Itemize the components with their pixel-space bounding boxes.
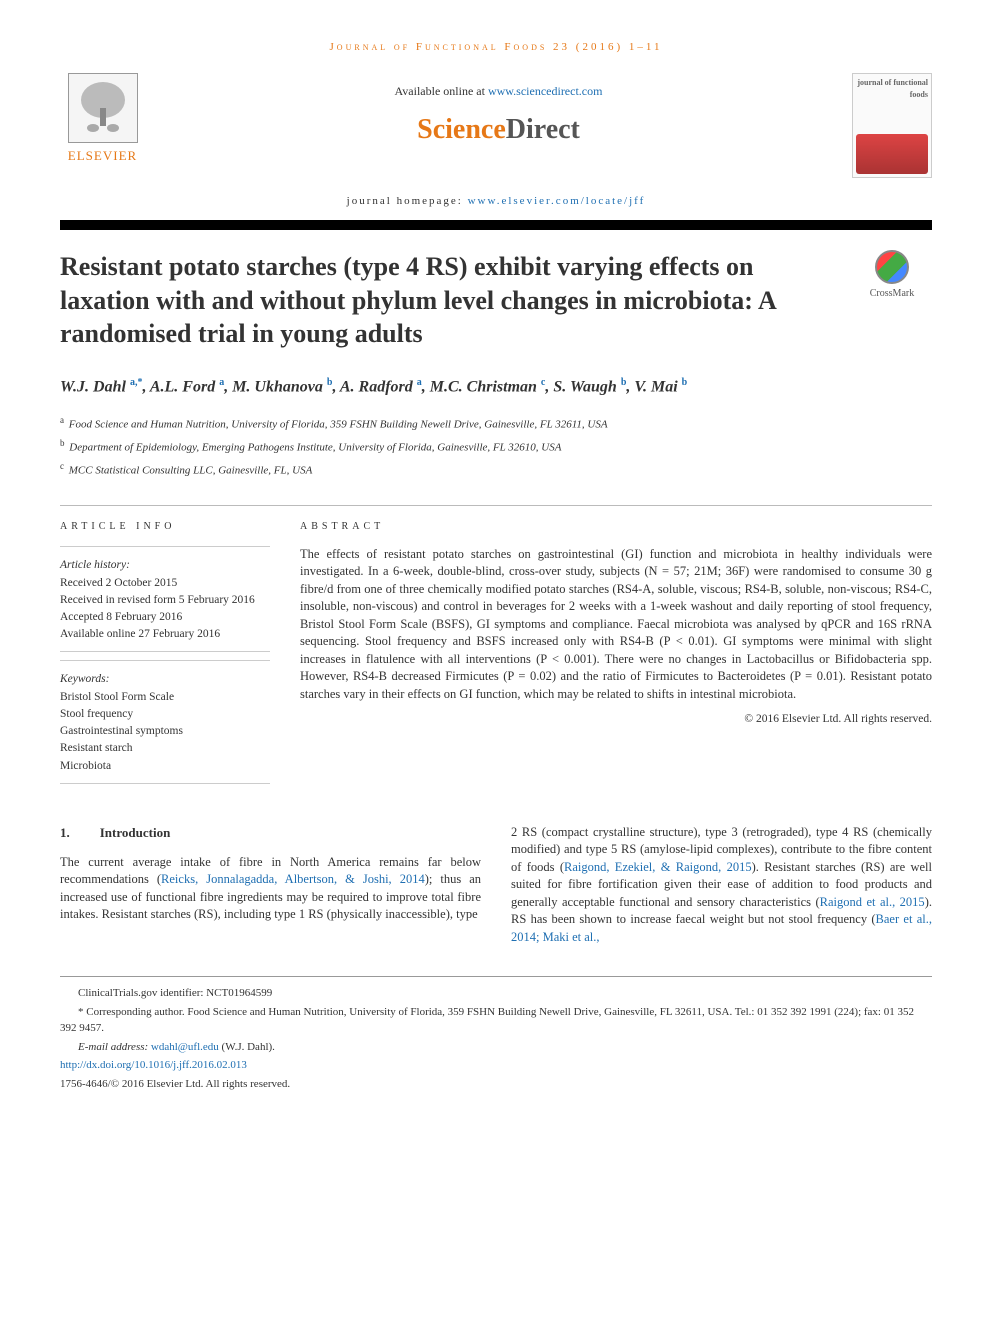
history-list: Received 2 October 2015Received in revis… [60, 575, 270, 642]
citation-link[interactable]: Raigond et al., 2015 [820, 895, 925, 909]
body-paragraph: The current average intake of fibre in N… [60, 854, 481, 924]
keywords-list: Bristol Stool Form ScaleStool frequencyG… [60, 689, 270, 773]
citation-link[interactable]: Reicks, Jonnalagadda, Albertson, & Joshi… [161, 872, 425, 886]
elsevier-logo: ELSEVIER [60, 73, 145, 168]
footnotes-block: ClinicalTrials.gov identifier: NCT019645… [60, 976, 932, 1092]
history-item: Accepted 8 February 2016 [60, 609, 270, 625]
homepage-prefix: journal homepage: [347, 195, 468, 207]
available-prefix: Available online at [395, 84, 488, 98]
email-link[interactable]: wdahl@ufl.edu [151, 1041, 219, 1053]
article-info-heading: ARTICLE INFO [60, 520, 270, 534]
brand-orange: Science [417, 114, 506, 145]
citation-link[interactable]: Raigond, Ezekiel, & Raigond, 2015 [564, 860, 752, 874]
journal-cover-thumbnail: journal of functional foods [852, 73, 932, 178]
running-header: Journal of Functional Foods 23 (2016) 1–… [60, 40, 932, 55]
issn-copyright: 1756-4646/© 2016 Elsevier Ltd. All right… [60, 1076, 932, 1093]
affiliations-block: a Food Science and Human Nutrition, Univ… [60, 414, 760, 479]
elsevier-tree-icon [68, 73, 138, 143]
abstract-panel: ABSTRACT The effects of resistant potato… [300, 520, 932, 784]
available-online-text: Available online at www.sciencedirect.co… [145, 83, 852, 100]
email-line: E-mail address: wdahl@ufl.edu (W.J. Dahl… [60, 1039, 932, 1056]
sciencedirect-logo: ScienceDirect [145, 110, 852, 149]
article-info-panel: ARTICLE INFO Article history: Received 2… [60, 520, 270, 784]
affiliation: b Department of Epidemiology, Emerging P… [60, 437, 760, 456]
corr-label: * Corresponding author. [78, 1006, 185, 1018]
keyword-item: Microbiota [60, 758, 270, 774]
crossmark-label: CrossMark [870, 288, 914, 299]
crossmark-icon [875, 250, 909, 284]
author-list: W.J. Dahl a,*, A.L. Ford a, M. Ukhanova … [60, 375, 932, 399]
sciencedirect-link[interactable]: www.sciencedirect.com [488, 84, 603, 98]
journal-homepage-line: journal homepage: www.elsevier.com/locat… [60, 194, 932, 209]
body-columns: 1. Introduction The current average intak… [60, 824, 932, 947]
body-col-left: 1. Introduction The current average intak… [60, 824, 481, 947]
section-heading: 1. Introduction [60, 824, 481, 842]
history-label: Article history: [60, 557, 270, 573]
abstract-copyright: © 2016 Elsevier Ltd. All rights reserved… [300, 711, 932, 727]
keyword-item: Stool frequency [60, 706, 270, 722]
corresponding-author: * Corresponding author. Food Science and… [60, 1004, 932, 1037]
email-label: E-mail address: [78, 1041, 151, 1053]
abstract-heading: ABSTRACT [300, 520, 932, 534]
abstract-text: The effects of resistant potato starches… [300, 546, 932, 704]
elsevier-wordmark: ELSEVIER [68, 147, 137, 165]
keyword-item: Resistant starch [60, 740, 270, 756]
separator-bar [60, 220, 932, 230]
cover-image-icon [856, 134, 928, 174]
history-item: Available online 27 February 2016 [60, 626, 270, 642]
section-title: Introduction [100, 825, 171, 840]
keyword-item: Bristol Stool Form Scale [60, 689, 270, 705]
section-number: 1. [60, 825, 70, 840]
brand-gray: Direct [506, 114, 580, 145]
keywords-label: Keywords: [60, 671, 270, 687]
corr-text: Food Science and Human Nutrition, Univer… [60, 1006, 914, 1035]
email-paren: (W.J. Dahl). [219, 1041, 275, 1053]
history-item: Received in revised form 5 February 2016 [60, 592, 270, 608]
affiliation: a Food Science and Human Nutrition, Univ… [60, 414, 760, 433]
cover-title: journal of functional foods [856, 77, 928, 99]
masthead-row: ELSEVIER Available online at www.science… [60, 73, 932, 178]
body-paragraph: 2 RS (compact crystalline structure), ty… [511, 824, 932, 947]
journal-homepage-link[interactable]: www.elsevier.com/locate/jff [468, 195, 646, 207]
crossmark-badge[interactable]: CrossMark [852, 250, 932, 301]
doi-link[interactable]: http://dx.doi.org/10.1016/j.jff.2016.02.… [60, 1059, 247, 1071]
doi-line: http://dx.doi.org/10.1016/j.jff.2016.02.… [60, 1057, 932, 1074]
article-title: Resistant potato starches (type 4 RS) ex… [60, 250, 852, 351]
keyword-item: Gastrointestinal symptoms [60, 723, 270, 739]
body-col-right: 2 RS (compact crystalline structure), ty… [511, 824, 932, 947]
trial-identifier: ClinicalTrials.gov identifier: NCT019645… [60, 985, 932, 1002]
history-item: Received 2 October 2015 [60, 575, 270, 591]
affiliation: c MCC Statistical Consulting LLC, Gaines… [60, 460, 760, 479]
